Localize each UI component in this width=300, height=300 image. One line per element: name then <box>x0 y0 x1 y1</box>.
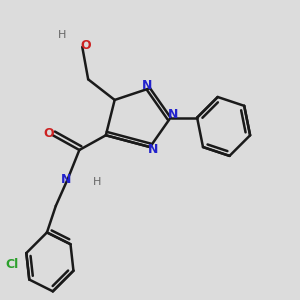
Text: N: N <box>148 143 158 157</box>
Text: O: O <box>43 127 54 140</box>
Text: N: N <box>142 79 152 92</box>
Text: O: O <box>80 39 91 52</box>
Text: Cl: Cl <box>5 258 18 271</box>
Text: N: N <box>168 108 179 121</box>
Text: H: H <box>58 30 66 40</box>
Text: N: N <box>61 173 71 186</box>
Text: H: H <box>93 177 101 188</box>
